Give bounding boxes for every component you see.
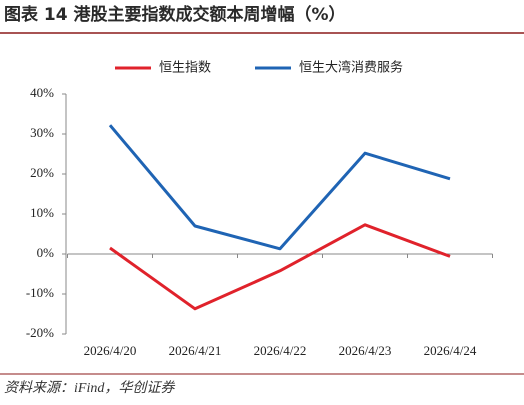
y-tick-label: -20% (26, 325, 54, 340)
y-tick-label: 30% (30, 125, 54, 140)
x-tick-label: 2026/4/21 (169, 343, 222, 358)
series-line (109, 223, 451, 311)
x-tick-label: 2026/4/20 (84, 343, 137, 358)
chart-title: 图表 14 港股主要指数成交额本周增幅（%） (4, 4, 346, 25)
series-line (108, 124, 451, 251)
y-tick-label: 40% (30, 85, 54, 100)
legend-label: 恒生指数 (159, 61, 211, 76)
y-tick-label: 0% (37, 245, 55, 260)
legend-label: 恒生大湾消费服务 (299, 60, 403, 76)
y-tick-label: 20% (30, 165, 54, 180)
x-tick-label: 2026/4/22 (254, 343, 307, 358)
y-tick-label: -10% (26, 285, 54, 300)
y-tick-label: 10% (30, 205, 54, 220)
x-tick-label: 2026/4/24 (424, 343, 477, 358)
source: 资料来源：iFind，华创证券 (4, 380, 175, 396)
x-tick-label: 2026/4/23 (339, 343, 392, 358)
